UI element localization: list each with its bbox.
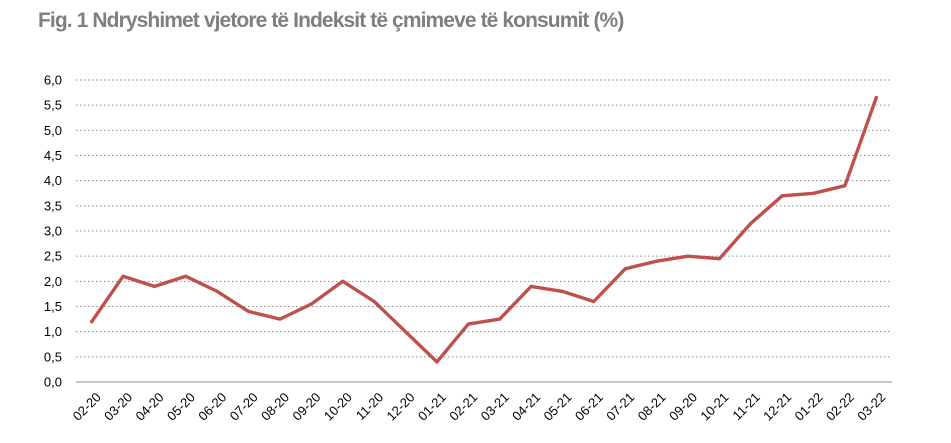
x-tick-label: 07-20 — [227, 390, 261, 424]
data-point — [592, 299, 596, 304]
data-point — [843, 184, 847, 188]
x-tick-label: 10-20 — [321, 390, 355, 424]
x-tick-label: 12-21 — [760, 390, 794, 424]
x-tick-label: 10-21 — [697, 390, 731, 424]
x-tick-label: 02-20 — [70, 390, 104, 424]
y-tick-label: 3,0 — [44, 224, 62, 239]
y-tick-label: 4,5 — [44, 148, 62, 163]
y-tick-label: 2,5 — [44, 249, 62, 264]
data-point — [403, 330, 408, 334]
data-point — [152, 284, 157, 288]
y-tick-label: 6,0 — [44, 73, 62, 88]
data-point — [717, 257, 721, 261]
data-point — [560, 289, 565, 293]
data-point — [623, 267, 627, 271]
x-tick-label: 05-20 — [164, 390, 198, 424]
x-tick-label: 08-20 — [258, 390, 292, 424]
x-tick-label: 02-21 — [446, 390, 480, 424]
data-point — [874, 96, 878, 100]
x-tick-label: 04-21 — [509, 390, 543, 424]
x-tick-label: 12-20 — [384, 390, 418, 424]
x-tick-label: 07-21 — [603, 390, 637, 424]
data-point — [686, 254, 690, 258]
y-tick-label: 0,5 — [44, 349, 62, 364]
data-point — [372, 299, 376, 304]
data-point — [780, 194, 784, 198]
x-axis: 02-2003-2004-2005-2006-2007-2008-2009-20… — [70, 381, 892, 424]
y-axis: 0,0 0,5 1,0 1,5 2,0 2,5 3,0 3,5 4,0 4,5 5,0 5,5 6,0 — [44, 73, 62, 390]
data-point — [341, 279, 345, 283]
data-point — [121, 274, 125, 278]
x-tick-label: 05-21 — [540, 390, 574, 424]
data-point — [498, 317, 502, 321]
data-point — [655, 259, 659, 263]
y-tick-label: 5,5 — [44, 98, 62, 113]
x-tick-label: 06-21 — [572, 390, 606, 424]
y-tick-label: 0,0 — [44, 375, 62, 390]
y-tick-label: 5,0 — [44, 123, 62, 138]
x-tick-label: 03-20 — [101, 390, 135, 424]
x-tick-label: 01-21 — [415, 390, 449, 424]
x-tick-label: 04-20 — [132, 390, 166, 424]
y-tick-label: 4,0 — [44, 173, 62, 188]
data-point — [184, 274, 188, 278]
x-tick-label: 11-21 — [729, 390, 762, 423]
data-point — [247, 309, 251, 314]
data-point — [278, 317, 282, 321]
series-layer — [89, 95, 878, 364]
chart-title: Fig. 1 Ndryshimet vjetore të Indeksit të… — [38, 9, 624, 32]
data-point — [466, 322, 470, 326]
x-tick-label: 06-20 — [195, 390, 229, 424]
data-point — [215, 289, 219, 293]
y-tick-label: 1,0 — [44, 324, 62, 339]
x-tick-label: 09-20 — [289, 390, 323, 424]
x-tick-label: 03-21 — [478, 390, 512, 424]
data-point — [90, 320, 94, 324]
y-tick-label: 3,5 — [44, 198, 62, 213]
grid-lines — [76, 79, 892, 358]
data-point — [309, 302, 313, 306]
x-tick-label: 09-20 — [666, 390, 700, 424]
series-line — [89, 95, 878, 364]
data-point — [811, 191, 816, 195]
x-tick-label: 08-21 — [635, 390, 669, 424]
x-tick-label: 01-22 — [792, 390, 826, 424]
x-tick-label: 03-22 — [854, 390, 888, 424]
data-point — [749, 221, 753, 226]
data-point — [529, 284, 533, 288]
x-tick-label: 11-20 — [353, 390, 386, 423]
data-point — [435, 360, 439, 364]
y-tick-label: 1,5 — [44, 299, 62, 314]
y-tick-label: 2,0 — [44, 274, 62, 289]
x-tick-label: 02-22 — [823, 390, 857, 424]
